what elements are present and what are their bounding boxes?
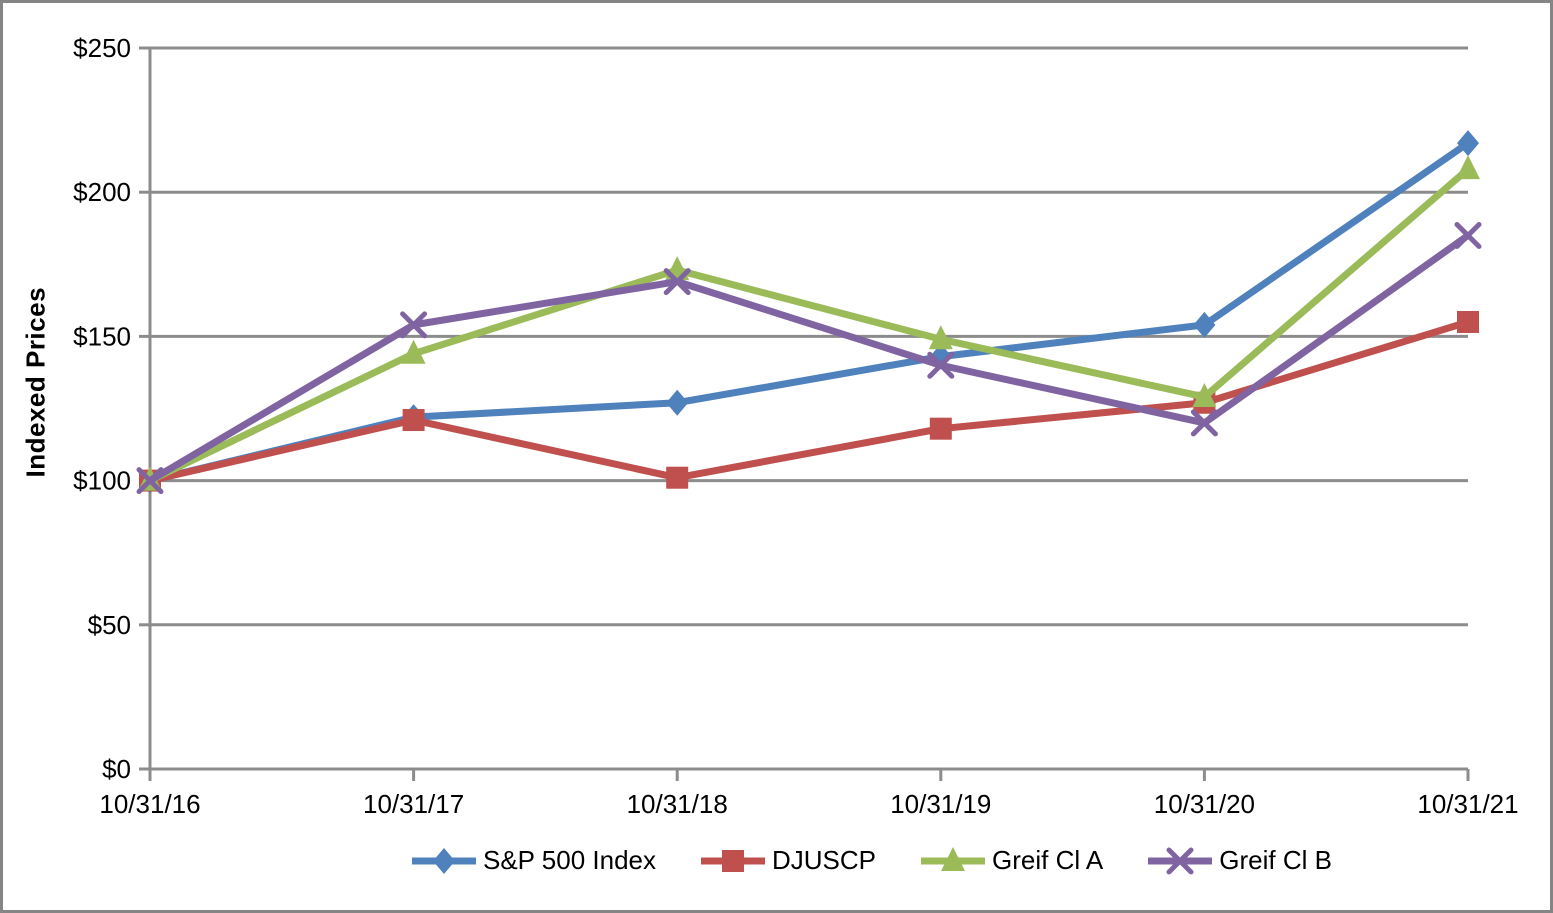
marker-triangle xyxy=(941,846,966,871)
legend-item-djuscp: DJUSCP xyxy=(700,845,876,876)
x-tick-label: 10/31/17 xyxy=(363,789,464,819)
marker-triangle xyxy=(401,339,426,364)
legend-item-greif-cl-b: Greif Cl B xyxy=(1147,845,1332,876)
y-tick-label: $150 xyxy=(73,321,131,351)
x-tick-label: 10/31/16 xyxy=(99,789,200,819)
marker-triangle xyxy=(1456,155,1480,180)
y-tick-label: $0 xyxy=(102,754,131,784)
marker-x xyxy=(136,467,164,495)
marker-square xyxy=(402,409,425,432)
legend-label: DJUSCP xyxy=(772,845,877,875)
marker-x xyxy=(400,311,428,339)
marker-x xyxy=(1454,221,1482,249)
x-tick-label: 10/31/20 xyxy=(1154,789,1255,819)
marker-square xyxy=(1457,310,1479,333)
series-line-s-p-500-index xyxy=(149,140,1470,485)
legend-marker-x-icon xyxy=(1148,847,1213,874)
series-line-djuscp xyxy=(149,318,1470,485)
legend-marker-diamond-icon xyxy=(412,847,476,874)
legend-item-greif-cl-a: Greif Cl A xyxy=(920,845,1103,876)
x-tick-label: 10/31/18 xyxy=(627,789,728,819)
marker-diamond xyxy=(433,847,455,874)
marker-square xyxy=(929,417,952,440)
legend-label: Greif Cl A xyxy=(992,845,1104,875)
legend-label: S&P 500 Index xyxy=(483,845,656,875)
marker-diamond xyxy=(1193,311,1216,338)
legend-marker-triangle-icon xyxy=(921,846,986,871)
marker-diamond xyxy=(666,389,689,416)
series-line-greif-cl-a xyxy=(148,166,1471,484)
x-tick-label: 10/31/21 xyxy=(1417,789,1518,819)
series-line-greif-cl-b xyxy=(148,232,1471,484)
marker-triangle xyxy=(928,325,953,350)
marker-x xyxy=(663,268,691,296)
legend-label: Greif Cl B xyxy=(1219,845,1332,875)
y-tick-label: $100 xyxy=(73,466,131,496)
x-tick-label: 10/31/19 xyxy=(890,789,991,819)
marker-square xyxy=(666,466,689,489)
marker-square xyxy=(722,849,744,872)
y-tick-label: $200 xyxy=(73,177,131,207)
y-tick-label: $250 xyxy=(73,33,131,63)
y-tick-label: $50 xyxy=(88,610,131,640)
legend: S&P 500 Index DJUSCP Greif Cl A Greif Cl… xyxy=(411,845,1332,876)
marker-x xyxy=(927,351,955,379)
marker-triangle xyxy=(1192,382,1217,407)
legend-marker-square-icon xyxy=(701,849,765,872)
marker-x xyxy=(1190,409,1218,437)
marker-x xyxy=(1166,847,1194,874)
plot-area: $0 $50 $100 $150 $200 $250 10/31/16 10/31/17 10/… xyxy=(73,33,1518,819)
y-axis-title: Indexed Prices xyxy=(20,286,51,478)
marker-diamond xyxy=(1457,130,1479,157)
legend-item-sp-500-index: S&P 500 Index xyxy=(411,845,656,876)
